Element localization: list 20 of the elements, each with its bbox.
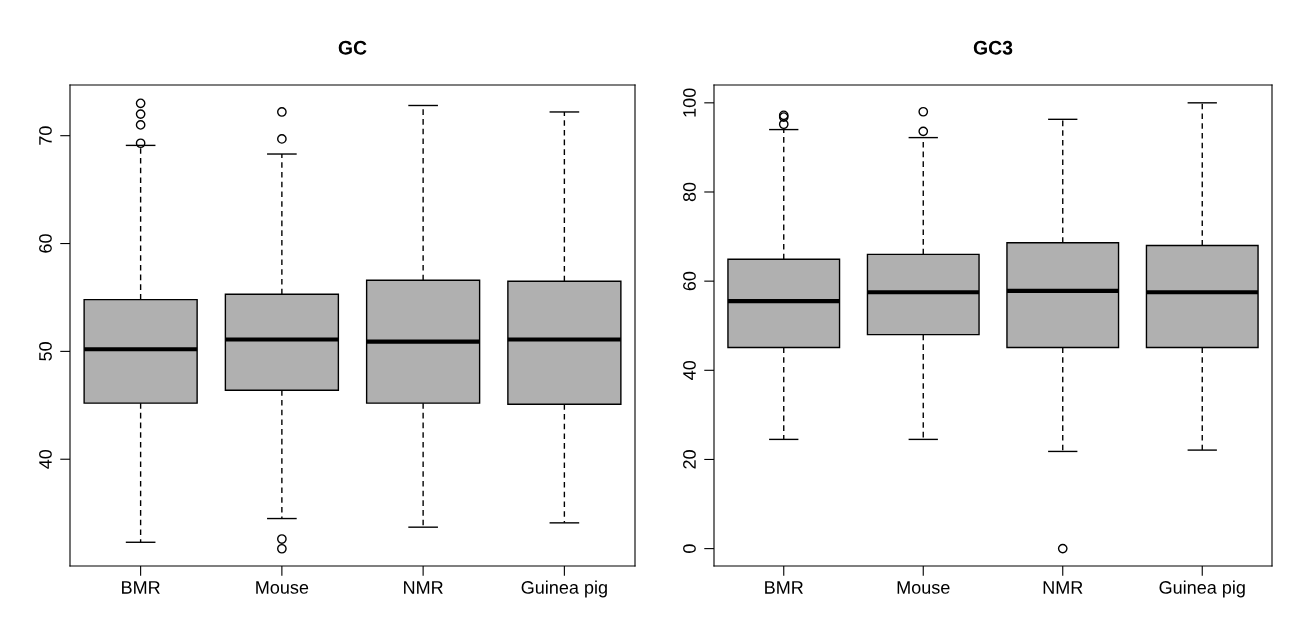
y-tick-label: 40 xyxy=(683,360,696,380)
y-tick-label: 60 xyxy=(39,234,52,253)
x-tick-label: Mouse xyxy=(897,581,950,594)
x-tick-label: NMR xyxy=(404,581,443,594)
x-tick-label: Guinea pig xyxy=(1159,580,1245,598)
y-tick-label: 20 xyxy=(683,450,696,469)
y-tick-label: 0 xyxy=(683,544,696,553)
y-tick-label: 50 xyxy=(39,342,52,361)
y-tick-label: 100 xyxy=(683,88,696,117)
x-tick-label: BMR xyxy=(765,581,803,594)
x-tick-label: NMR xyxy=(1043,581,1083,594)
y-tick-label: 70 xyxy=(39,126,52,145)
y-tick-label: 80 xyxy=(683,182,696,202)
x-tick-label: Guinea pig xyxy=(521,580,607,598)
x-tick-label: Mouse xyxy=(256,581,309,594)
chart-title: GC xyxy=(338,40,367,55)
x-tick-label: BMR xyxy=(122,581,160,594)
chart-title: GC3 xyxy=(973,40,1013,55)
y-tick-label: 40 xyxy=(39,449,52,469)
y-tick-label: 60 xyxy=(683,271,696,291)
